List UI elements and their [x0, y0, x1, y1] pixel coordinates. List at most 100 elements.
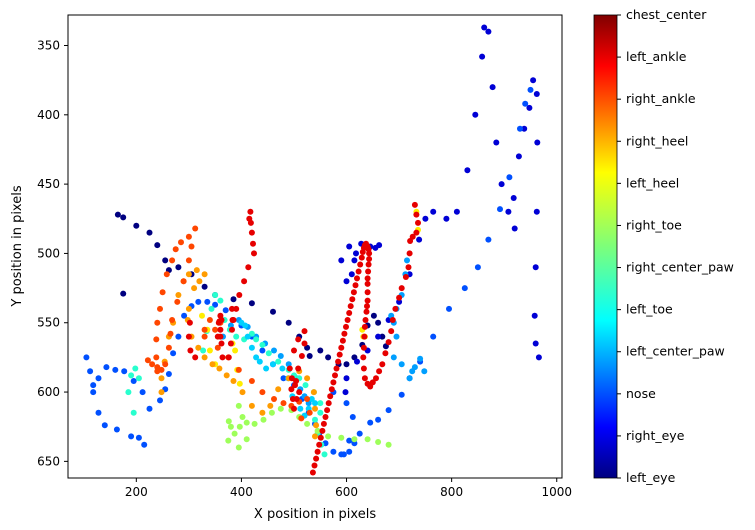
data-point — [288, 386, 295, 393]
data-point — [515, 153, 522, 160]
data-point — [317, 409, 324, 416]
data-point — [306, 409, 313, 416]
data-point — [411, 201, 418, 208]
data-point — [325, 354, 332, 361]
data-point — [362, 317, 369, 323]
data-point — [253, 354, 260, 361]
data-point — [344, 317, 351, 323]
data-point — [248, 300, 255, 307]
data-point — [277, 353, 284, 359]
data-point — [291, 347, 297, 354]
data-point — [233, 305, 240, 312]
data-point — [162, 361, 169, 368]
data-point — [175, 333, 182, 340]
data-point — [236, 423, 243, 430]
data-point — [364, 380, 371, 387]
data-point — [343, 323, 349, 330]
y-tick-label: 450 — [37, 177, 60, 191]
data-point — [185, 257, 192, 264]
data-point — [230, 378, 237, 384]
data-point — [382, 350, 389, 357]
data-point — [446, 305, 452, 312]
data-point — [243, 419, 250, 426]
series-right-center-paw — [238, 319, 318, 419]
data-point — [365, 261, 372, 268]
data-point — [533, 91, 540, 97]
data-point — [195, 344, 202, 351]
data-point — [385, 441, 392, 448]
data-point — [375, 439, 382, 445]
data-point — [317, 434, 324, 441]
data-point — [505, 208, 512, 215]
x-axis-label: X position in pixels — [254, 507, 376, 522]
data-point — [485, 28, 492, 35]
data-point — [301, 328, 308, 335]
data-point — [195, 298, 202, 305]
data-point — [360, 365, 367, 372]
data-point — [304, 420, 311, 427]
data-point — [295, 365, 302, 372]
data-point — [472, 111, 479, 118]
data-point — [201, 283, 208, 290]
data-point — [373, 375, 379, 382]
data-point — [248, 229, 255, 236]
data-point — [365, 268, 372, 275]
data-point — [285, 319, 292, 326]
data-point — [223, 372, 230, 379]
data-point — [342, 389, 349, 396]
data-point — [230, 317, 237, 323]
data-point — [233, 333, 240, 340]
data-point — [347, 303, 354, 310]
data-point — [422, 215, 429, 222]
data-point — [361, 323, 368, 330]
data-point — [163, 271, 170, 278]
data-point — [130, 378, 137, 384]
data-point — [302, 382, 309, 389]
data-point — [222, 307, 229, 314]
data-point — [301, 340, 308, 347]
data-point — [313, 422, 320, 429]
data-point — [120, 214, 127, 221]
colorbar-label-left-toe: left_toe — [626, 302, 673, 317]
data-point — [430, 208, 437, 215]
data-point — [375, 416, 382, 423]
data-point — [216, 365, 223, 372]
data-point — [379, 333, 386, 340]
data-point — [191, 285, 198, 292]
data-point — [517, 125, 523, 132]
data-point — [396, 298, 403, 305]
data-point — [405, 264, 412, 271]
colorbar-label-left-heel: left_heel — [626, 175, 679, 190]
data-point — [330, 379, 337, 386]
data-point — [338, 257, 345, 264]
data-point — [208, 305, 215, 312]
data-point — [267, 402, 274, 409]
data-point — [135, 375, 142, 382]
data-point — [474, 264, 481, 271]
data-point — [158, 389, 165, 396]
data-point — [510, 195, 517, 201]
data-point — [312, 433, 318, 440]
data-point — [375, 333, 382, 340]
series-right-toe — [225, 402, 392, 451]
data-point — [493, 139, 500, 146]
data-point — [90, 389, 97, 396]
data-point — [268, 409, 275, 416]
data-point — [271, 396, 277, 402]
data-point — [304, 375, 311, 382]
data-point — [158, 366, 165, 373]
data-point — [417, 355, 424, 362]
data-point — [174, 298, 181, 305]
data-point — [169, 317, 176, 323]
data-point — [154, 319, 161, 326]
data-point — [350, 289, 357, 296]
data-point — [497, 206, 503, 213]
data-point — [218, 340, 225, 347]
data-point — [293, 378, 300, 384]
data-point — [113, 426, 120, 433]
data-point — [398, 391, 405, 398]
colorbar-label-right-toe: right_toe — [626, 217, 682, 232]
data-point — [413, 211, 420, 218]
data-point — [212, 326, 219, 333]
